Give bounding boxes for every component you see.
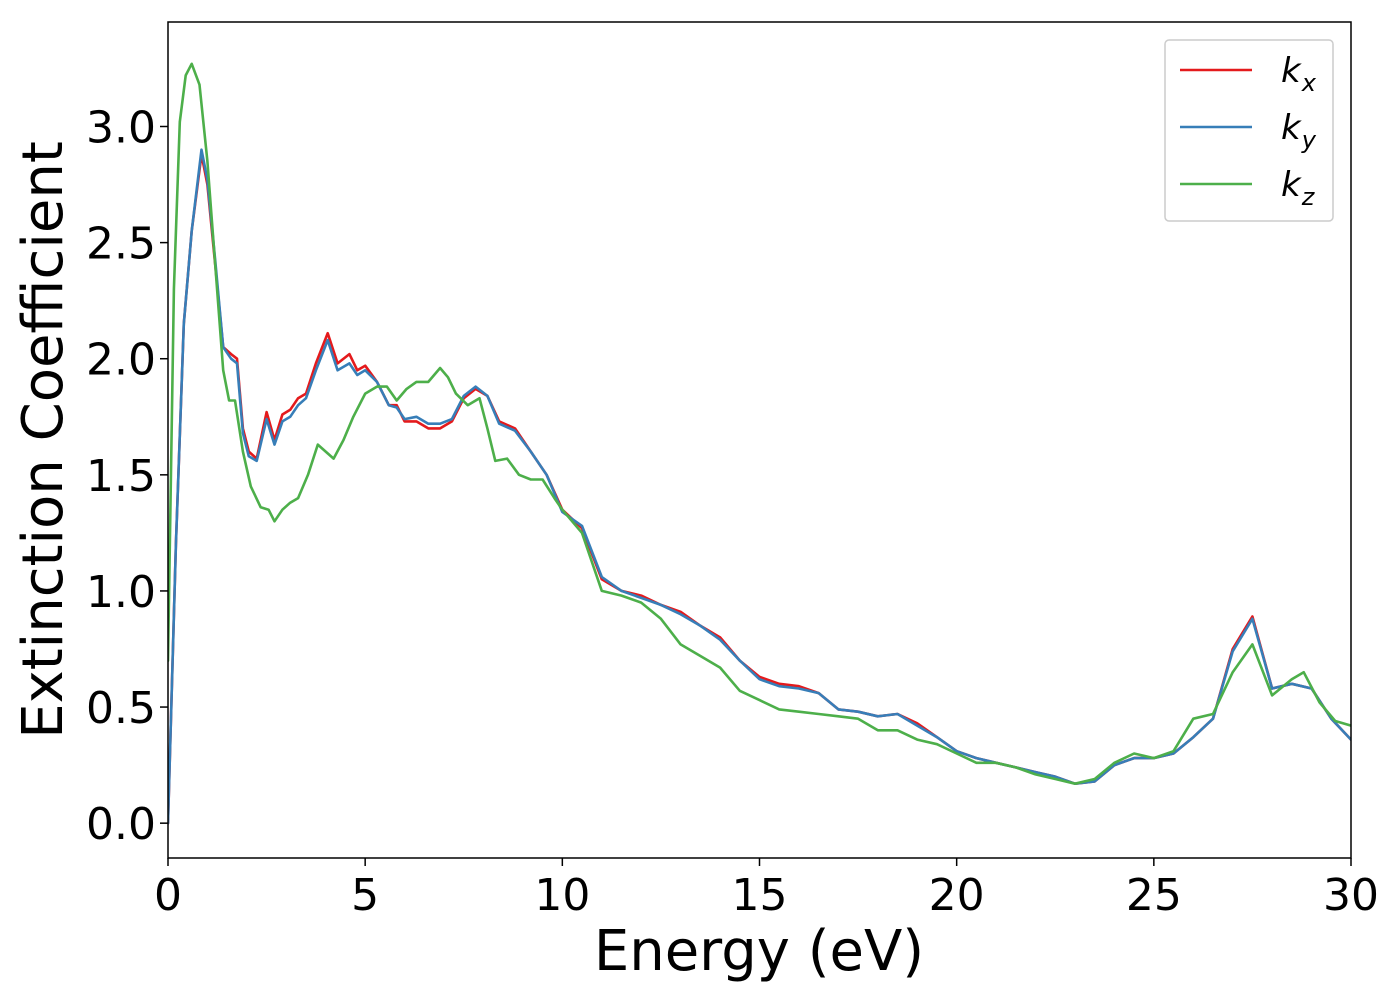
y-tick-label: 2.5 bbox=[86, 219, 156, 270]
x-tick-label: 20 bbox=[929, 870, 985, 921]
x-tick-label: 5 bbox=[351, 870, 379, 921]
x-tick-label: 15 bbox=[732, 870, 788, 921]
legend-box bbox=[1164, 39, 1334, 222]
x-axis-ticks: 0 5 10 15 20 25 30 bbox=[154, 858, 1379, 921]
y-tick-label: 2.0 bbox=[86, 335, 156, 386]
y-tick-label: 3.0 bbox=[86, 103, 156, 154]
y-tick-label: 0.0 bbox=[86, 799, 156, 850]
series-layer bbox=[168, 62, 1351, 825]
y-tick-label: 1.0 bbox=[86, 567, 156, 618]
y-tick-label: 1.5 bbox=[86, 451, 156, 502]
series-line-ky bbox=[168, 148, 1351, 825]
x-tick-label: 30 bbox=[1323, 870, 1379, 921]
y-axis-label: Extinction Coefficient bbox=[11, 141, 76, 739]
x-tick-label: 0 bbox=[154, 870, 182, 921]
y-tick-label: 0.5 bbox=[86, 683, 156, 734]
y-axis-ticks: 0.0 0.5 1.0 1.5 2.0 2.5 3.0 bbox=[86, 103, 168, 850]
series-line-kz bbox=[168, 62, 1351, 785]
x-axis-label: Energy (eV) bbox=[594, 919, 924, 984]
x-tick-label: 25 bbox=[1126, 870, 1182, 921]
x-tick-label: 10 bbox=[534, 870, 590, 921]
